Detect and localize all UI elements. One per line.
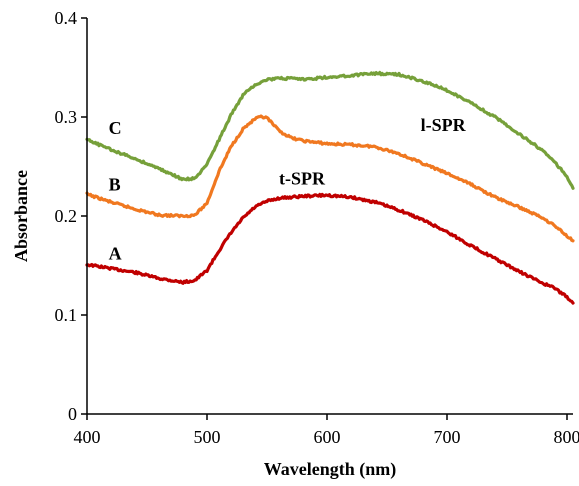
annotation-t-spr: t-SPR — [279, 168, 326, 188]
x-axis-title: Wavelength (nm) — [264, 459, 397, 480]
y-tick-label: 0.4 — [55, 8, 78, 28]
annotation-l-spr: l-SPR — [421, 115, 467, 135]
y-axis-title: Absorbance — [11, 170, 31, 262]
ticks-layer: 0 0.1 0.2 0.3 0.4 400 500 600 700 800 — [55, 8, 579, 447]
x-tick-label: 700 — [434, 427, 461, 447]
annotation-a: A — [109, 244, 122, 264]
y-tick-label: 0 — [68, 404, 77, 424]
series-layer — [85, 70, 575, 305]
y-tick-label: 0.1 — [55, 305, 78, 325]
series-line-c — [85, 70, 575, 190]
series-line-a — [85, 192, 575, 305]
annotation-c: C — [109, 118, 122, 138]
series-line-b — [85, 114, 575, 243]
x-tick-label: 400 — [74, 427, 101, 447]
annotation-b: B — [109, 174, 121, 194]
x-tick-label: 500 — [194, 427, 221, 447]
y-tick-label: 0.3 — [55, 107, 78, 127]
y-tick-label: 0.2 — [55, 206, 78, 226]
annotation-layer: C B At-SPR l-SPR — [109, 115, 467, 264]
x-tick-label: 800 — [554, 427, 579, 447]
x-tick-label: 600 — [314, 427, 341, 447]
